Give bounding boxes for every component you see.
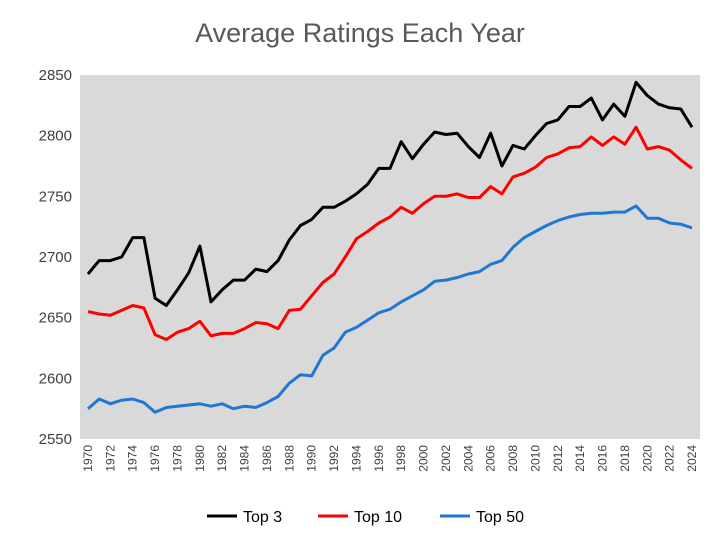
series-line-top-3	[86, 80, 694, 307]
x-tick-label: 2016	[596, 445, 610, 472]
x-tick-label: 1980	[193, 445, 207, 472]
legend: Top 3 Top 10 Top 50	[207, 509, 524, 526]
x-tick-label: 2006	[484, 445, 498, 472]
legend-label: Top 3	[243, 509, 282, 526]
series-lines	[86, 80, 694, 414]
x-tick-label: 2020	[640, 445, 654, 472]
chart-title: Average Ratings Each Year	[195, 18, 525, 48]
x-tick-label: 1970	[81, 445, 95, 472]
x-axis-ticks: 1970 1972 1974 1976 1978 1980 1982 1984 1986 1988…	[81, 445, 699, 472]
x-tick-label: 2024	[685, 445, 699, 472]
x-tick-label: 1974	[126, 445, 140, 472]
x-tick-label: 1982	[215, 445, 229, 472]
y-tick-label: 2700	[39, 249, 72, 266]
x-tick-label: 1986	[260, 445, 274, 472]
plot-area	[80, 75, 700, 439]
series-line-top-10	[87, 125, 693, 341]
x-tick-label: 1992	[327, 445, 341, 472]
legend-label: Top 10	[354, 509, 402, 526]
x-tick-label: 2014	[573, 445, 587, 472]
y-tick-label: 2850	[39, 67, 72, 84]
x-tick-label: 1976	[148, 445, 162, 472]
x-tick-label: 2002	[439, 445, 453, 472]
x-tick-label: 1972	[103, 445, 117, 472]
y-tick-label: 2550	[39, 431, 72, 448]
y-tick-label: 2800	[39, 128, 72, 145]
x-tick-label: 2008	[506, 445, 520, 472]
y-axis-ticks: 2550 2600 2650 2700 2750 2800 2850	[39, 67, 72, 448]
x-tick-label: 2012	[551, 445, 565, 472]
x-tick-label: 2010	[528, 445, 542, 472]
x-tick-label: 1988	[282, 445, 296, 472]
x-tick-label: 1998	[394, 445, 408, 472]
series-line-top-50	[87, 204, 693, 414]
x-tick-label: 2004	[461, 445, 475, 472]
x-tick-label: 1984	[238, 445, 252, 472]
x-tick-label: 2018	[618, 445, 632, 472]
x-tick-label: 2000	[417, 445, 431, 472]
x-tick-label: 1994	[349, 445, 363, 472]
y-tick-label: 2650	[39, 310, 72, 327]
x-tick-label: 1978	[170, 445, 184, 472]
x-tick-label: 2022	[663, 445, 677, 472]
legend-label: Top 50	[476, 509, 524, 526]
y-tick-label: 2600	[39, 370, 72, 387]
x-tick-label: 1996	[372, 445, 386, 472]
y-tick-label: 2750	[39, 188, 72, 205]
x-tick-label: 1990	[305, 445, 319, 472]
